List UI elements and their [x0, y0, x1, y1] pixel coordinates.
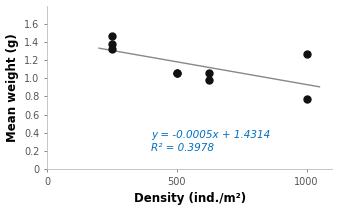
- Point: [109, 47, 115, 51]
- Point: [109, 42, 115, 45]
- X-axis label: Density (ind./m²): Density (ind./m²): [134, 192, 246, 206]
- Point: [304, 52, 309, 55]
- Text: y = -0.0005x + 1.4314
R² = 0.3978: y = -0.0005x + 1.4314 R² = 0.3978: [151, 130, 270, 153]
- Point: [109, 35, 115, 38]
- Point: [174, 71, 179, 74]
- Y-axis label: Mean weight (g): Mean weight (g): [5, 33, 19, 142]
- Point: [207, 71, 212, 74]
- Point: [207, 78, 212, 82]
- Point: [174, 71, 179, 74]
- Point: [304, 97, 309, 101]
